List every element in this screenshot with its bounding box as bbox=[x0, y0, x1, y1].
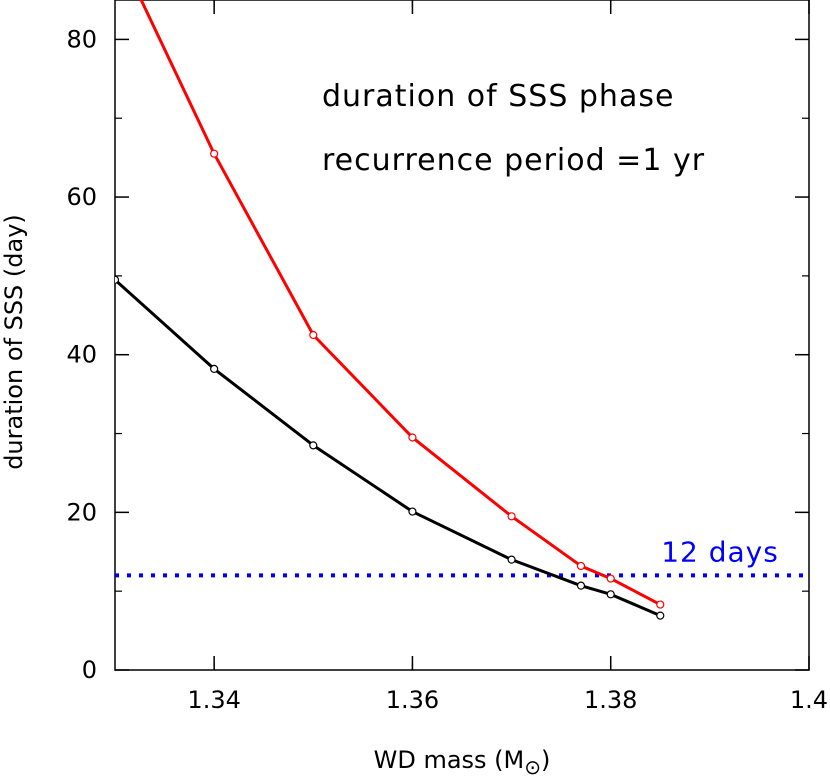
series-0-point bbox=[606, 574, 615, 583]
axis-ticks bbox=[115, 0, 810, 671]
series-1-line bbox=[115, 278, 661, 617]
x-tick-label: 1.4 bbox=[790, 686, 828, 714]
x-tick-label: 1.36 bbox=[386, 686, 439, 714]
series-0-point bbox=[210, 149, 219, 158]
x-axis-label: WD mass (M⊙) bbox=[374, 746, 551, 779]
y-tick-label: 40 bbox=[66, 341, 97, 369]
series-1-point bbox=[210, 364, 219, 373]
x-axis-label-close: ) bbox=[541, 746, 550, 774]
x-tick-label: 1.34 bbox=[187, 686, 240, 714]
series-1-point bbox=[115, 275, 120, 284]
series-0-point bbox=[507, 512, 516, 521]
series-0-point bbox=[656, 600, 665, 609]
plot-frame bbox=[114, 0, 810, 671]
reference-line-label: 12 days bbox=[661, 535, 779, 568]
series-1-point bbox=[576, 581, 586, 590]
series-group bbox=[115, 0, 665, 620]
series-1-point bbox=[507, 555, 516, 564]
annotation-title: duration of SSS phase bbox=[322, 79, 674, 114]
y-tick-label: 60 bbox=[66, 183, 97, 211]
y-tick-label: 0 bbox=[82, 656, 97, 684]
y-tick-label: 80 bbox=[66, 25, 97, 53]
series-0-line bbox=[139, 0, 661, 606]
series-1-point bbox=[408, 507, 417, 516]
series-1-point bbox=[656, 611, 665, 620]
x-axis-label-text: WD mass (M bbox=[374, 746, 525, 774]
tick-labels: 1.34 1.36 1.38 1.4 0 20 40 60 80 bbox=[66, 25, 828, 714]
y-tick-label: 20 bbox=[66, 498, 97, 526]
series-0-point bbox=[576, 561, 586, 571]
x-axis-label-symbol: ⊙ bbox=[524, 755, 541, 779]
annotation-recurrence: recurrence period =1 yr bbox=[322, 143, 705, 178]
series-0-point bbox=[309, 330, 318, 340]
series-0-point bbox=[408, 433, 417, 442]
x-tick-label: 1.38 bbox=[584, 686, 637, 714]
series-1-point bbox=[309, 441, 318, 450]
series-1-point bbox=[606, 590, 615, 599]
y-axis-label: duration of SSS (day) bbox=[0, 214, 28, 470]
